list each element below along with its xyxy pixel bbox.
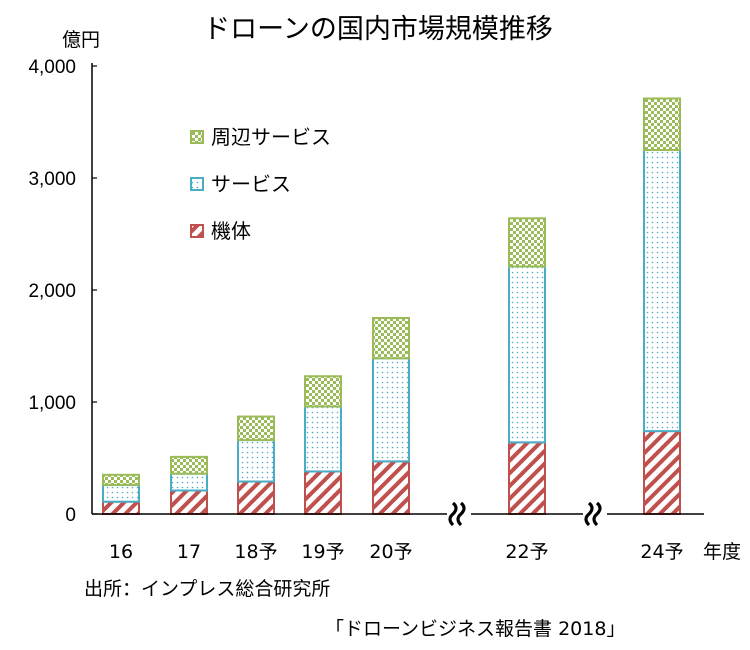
- axis-breaks: [447, 501, 607, 527]
- y-tick-label: 1,000: [28, 393, 76, 414]
- x-tick-label: 18予: [234, 541, 277, 563]
- bar-segment: [170, 472, 208, 492]
- bar-segment: [237, 480, 275, 515]
- x-tick-label: 16: [109, 541, 133, 563]
- legend-swatch: [190, 130, 204, 144]
- bar-segment: [304, 375, 342, 408]
- bar-segment: [372, 317, 410, 360]
- bar-segment: [304, 470, 342, 516]
- x-tick-label: 22予: [505, 541, 548, 563]
- bar-segment: [643, 430, 681, 515]
- x-tick-label: 20予: [369, 541, 412, 563]
- y-tick-label: 4,000: [28, 57, 76, 78]
- y-tick-label: 3,000: [28, 169, 76, 190]
- legend-swatch: [190, 224, 204, 238]
- bar-segment: [170, 489, 208, 516]
- bar-segment: [237, 439, 275, 483]
- bar-segment: [102, 500, 140, 515]
- bar-segment: [508, 217, 546, 268]
- bar-segment: [237, 415, 275, 442]
- legend-label: サービス: [211, 172, 291, 196]
- bar-segment: [508, 265, 546, 444]
- bars: [102, 97, 681, 516]
- y-tick-label: 2,000: [28, 281, 76, 302]
- bar-segment: [102, 473, 140, 486]
- x-axis-categories: 16 17 18予 19予 20予 22予 24予: [109, 541, 684, 563]
- axis-break-mark: [583, 501, 607, 527]
- bar-segment: [643, 149, 681, 433]
- bar-segment: [304, 405, 342, 473]
- bar-segment: [372, 357, 410, 463]
- x-axis-label: 年度: [703, 541, 741, 563]
- axis-break-mark: [447, 501, 471, 527]
- legend-label: 機体: [211, 219, 251, 243]
- x-tick-label: 17: [177, 541, 201, 563]
- y-axis-ticks: 0 1,000 2,000 3,000 4,000: [28, 57, 97, 526]
- legend-swatch: [190, 177, 204, 191]
- bar-segment: [102, 483, 140, 503]
- legend-label: 周辺サービス: [211, 125, 331, 149]
- chart-title: ドローンの国内市場規模推移: [203, 14, 553, 45]
- x-tick-label: 24予: [640, 541, 683, 563]
- source-line-2: 「ドローンビジネス報告書 2018」: [325, 618, 625, 640]
- source-line-1: 出所：インプレス総合研究所: [84, 578, 330, 600]
- bar-segment: [372, 460, 410, 515]
- bar-segment: [508, 441, 546, 516]
- x-tick-label: 19予: [301, 541, 344, 563]
- bar-segment: [643, 97, 681, 152]
- y-axis-unit-label: 億円: [62, 29, 100, 51]
- y-tick-label: 0: [65, 505, 76, 526]
- bar-segment: [170, 455, 208, 475]
